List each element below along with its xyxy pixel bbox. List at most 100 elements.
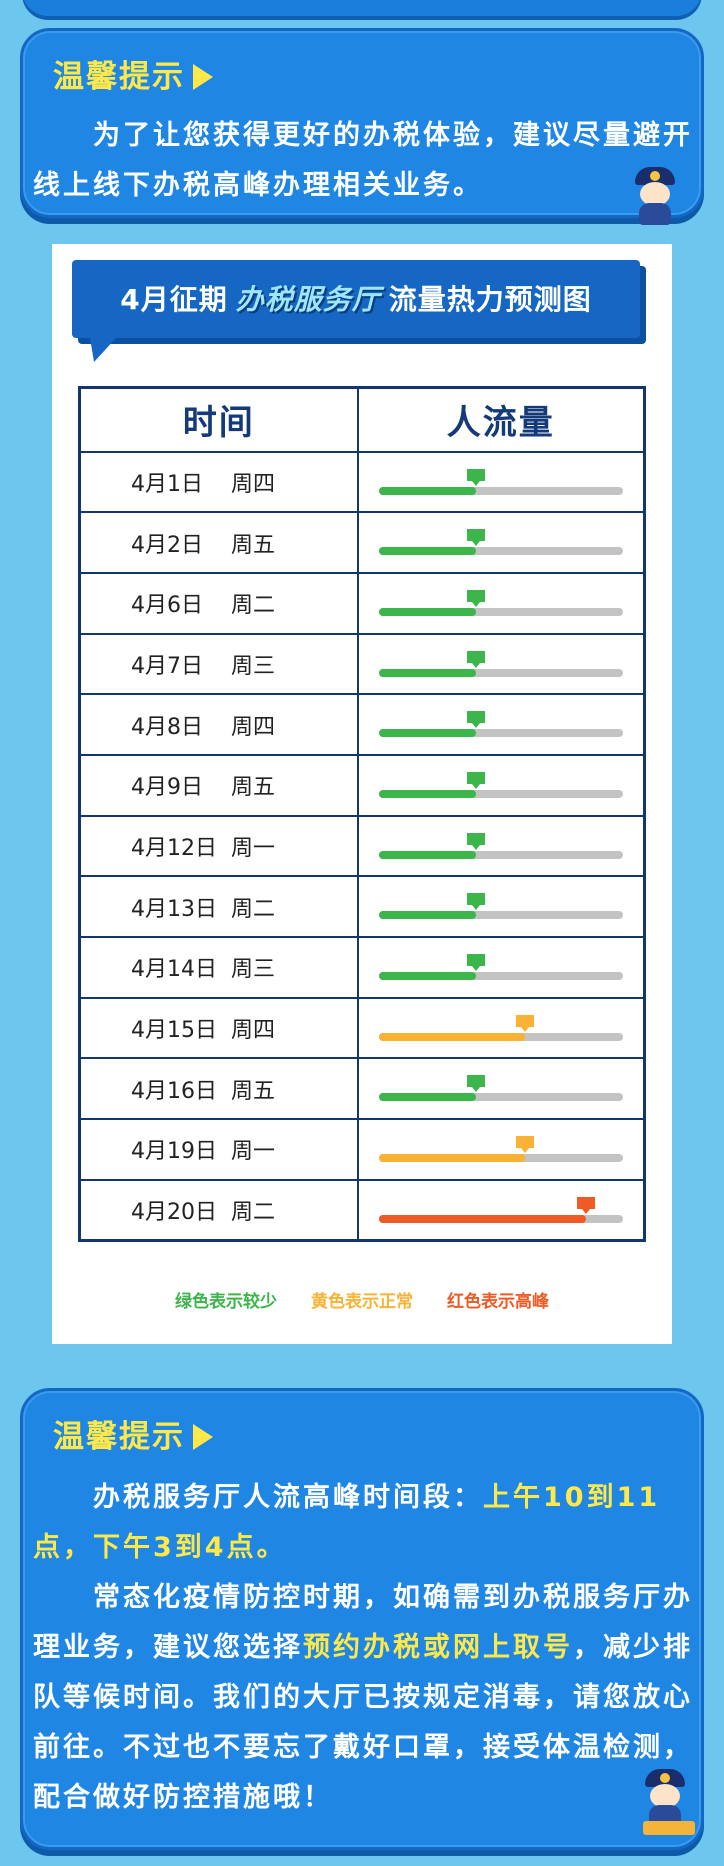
flow-marker-icon	[467, 771, 486, 789]
flow-marker-icon	[516, 1136, 535, 1154]
table-row: 4月1日 周四	[78, 450, 646, 514]
flow-marker-icon	[467, 1075, 486, 1093]
row-date: 4月13日	[131, 896, 217, 922]
flow-bar-fill	[378, 547, 477, 556]
row-time: 4月14日 周三	[78, 936, 359, 999]
flow-bar-fill	[378, 1214, 587, 1223]
flow-table: 时间 人流量 4月1日 周四 4月2日 周五 4月6日 周二 4月7日 周三 4月8日 周四 4月9…	[78, 386, 646, 1242]
row-date: 4月15日	[131, 1018, 217, 1044]
flow-bar-track	[378, 650, 623, 677]
row-flow	[356, 753, 646, 817]
play-triangle-icon	[193, 1424, 213, 1450]
row-date: 4月19日	[131, 1139, 217, 1165]
laptop-icon	[643, 1821, 695, 1835]
flow-bar-track	[378, 954, 623, 980]
flow-bar-track	[378, 893, 623, 920]
flow-marker-icon	[577, 1196, 596, 1214]
booking-highlight: 预约办税或网上取号	[303, 1632, 573, 1663]
table-row: 4月12日 周一	[78, 814, 646, 878]
row-time: 4月15日 周四	[78, 996, 359, 1060]
row-time: 4月6日 周二	[78, 571, 359, 635]
flow-marker-icon	[467, 589, 486, 607]
tip-text: 办税服务厅人流高峰时间段：上午10到11点，下午3到4点。 常态化疫情防控时期，…	[33, 1473, 693, 1823]
flow-bar-fill	[378, 789, 477, 798]
flow-bar-fill	[378, 1032, 526, 1041]
flow-bar-fill	[378, 1154, 526, 1163]
row-date: 4月20日	[131, 1199, 217, 1225]
legend-item: 黄色表示正常	[311, 1292, 413, 1312]
row-flow	[356, 996, 646, 1060]
flow-bar-fill	[378, 607, 477, 616]
row-date: 4月14日	[131, 957, 217, 983]
police-mascot-icon	[643, 1769, 687, 1827]
row-date: 4月12日	[131, 835, 217, 861]
table-row: 4月16日 周五	[78, 1057, 646, 1121]
row-flow	[356, 511, 646, 574]
flow-bar-fill	[378, 911, 477, 920]
tip-title: 温馨提示	[53, 1411, 213, 1456]
tip-title-text: 温馨提示	[53, 1419, 185, 1455]
flow-bar-fill	[378, 668, 477, 677]
row-time: 4月8日 周四	[78, 693, 359, 756]
flow-bar-fill	[378, 972, 477, 980]
row-weekday: 周五	[231, 775, 276, 801]
chart-title-emphasis: 办税服务厅	[235, 283, 381, 316]
row-flow	[356, 450, 646, 514]
flow-bar-fill	[378, 486, 477, 495]
row-date: 4月8日	[131, 714, 203, 740]
flow-marker-icon	[467, 893, 486, 911]
header-flow: 人流量	[356, 386, 646, 453]
flow-bar-fill	[378, 1093, 477, 1102]
flow-bar-track	[378, 711, 623, 738]
speech-tail	[90, 338, 116, 362]
flow-bar-track	[378, 1196, 623, 1223]
table-row: 4月2日 周五	[78, 511, 646, 574]
header-time: 时间	[78, 386, 359, 453]
chart-title-suffix: 流量热力预测图	[388, 283, 592, 316]
row-weekday: 周一	[231, 835, 276, 861]
tip-text: 为了让您获得更好的办税体验，建议尽量避开线上线下办税高峰办理相关业务。	[33, 120, 693, 201]
flow-bar-track	[378, 1075, 623, 1102]
tip-card-top: 温馨提示 为了让您获得更好的办税体验，建议尽量避开线上线下办税高峰办理相关业务。	[20, 28, 704, 225]
flow-marker-icon	[467, 954, 486, 971]
police-mascot-icon	[633, 167, 677, 225]
table-row: 4月19日 周一	[78, 1118, 646, 1181]
row-weekday: 周五	[231, 532, 276, 558]
row-weekday: 周四	[231, 471, 276, 497]
table-row: 4月6日 周二	[78, 571, 646, 635]
legend: 绿色表示较少 黄色表示正常 红色表示高峰	[52, 1287, 672, 1312]
row-time: 4月13日 周二	[78, 875, 359, 938]
row-date: 4月16日	[131, 1078, 217, 1104]
table-row: 4月9日 周五	[78, 753, 646, 817]
peak-hours: 上午10到11点，下午3到4点。	[33, 1482, 661, 1563]
row-flow	[356, 632, 646, 696]
row-weekday: 周二	[231, 1199, 276, 1225]
row-date: 4月9日	[131, 775, 203, 801]
play-triangle-icon	[193, 64, 213, 90]
peak-intro: 办税服务厅人流高峰时间段：	[33, 1482, 483, 1513]
row-flow	[356, 814, 646, 878]
legend-item: 红色表示高峰	[447, 1292, 549, 1312]
advice-text-a: 常态化疫情防控时期，如确需到办税服务厅办理业务，建议您选择	[33, 1582, 693, 1663]
table-row: 4月14日 周三	[78, 936, 646, 999]
row-date: 4月2日	[131, 532, 203, 558]
flow-bar-track	[378, 1014, 623, 1041]
flow-marker-icon	[516, 1014, 535, 1032]
flow-marker-icon	[467, 832, 486, 850]
row-time: 4月9日 周五	[78, 753, 359, 817]
row-time: 4月20日 周二	[78, 1178, 359, 1242]
flow-bar-fill	[378, 850, 477, 859]
table-row: 4月13日 周二	[78, 875, 646, 938]
row-weekday: 周四	[231, 714, 276, 740]
row-flow	[356, 936, 646, 999]
top-banner-edge	[22, 0, 702, 16]
chart-title-prefix: 4月征期	[120, 283, 228, 316]
chart-title-banner: 4月征期 办税服务厅 流量热力预测图	[72, 260, 640, 338]
row-time: 4月7日 周三	[78, 632, 359, 696]
row-date: 4月1日	[131, 471, 203, 497]
row-time: 4月12日 周一	[78, 814, 359, 878]
flow-bar-track	[378, 529, 623, 556]
row-flow	[356, 1178, 646, 1242]
tip-title-text: 温馨提示	[53, 59, 185, 95]
row-date: 4月7日	[131, 653, 203, 679]
